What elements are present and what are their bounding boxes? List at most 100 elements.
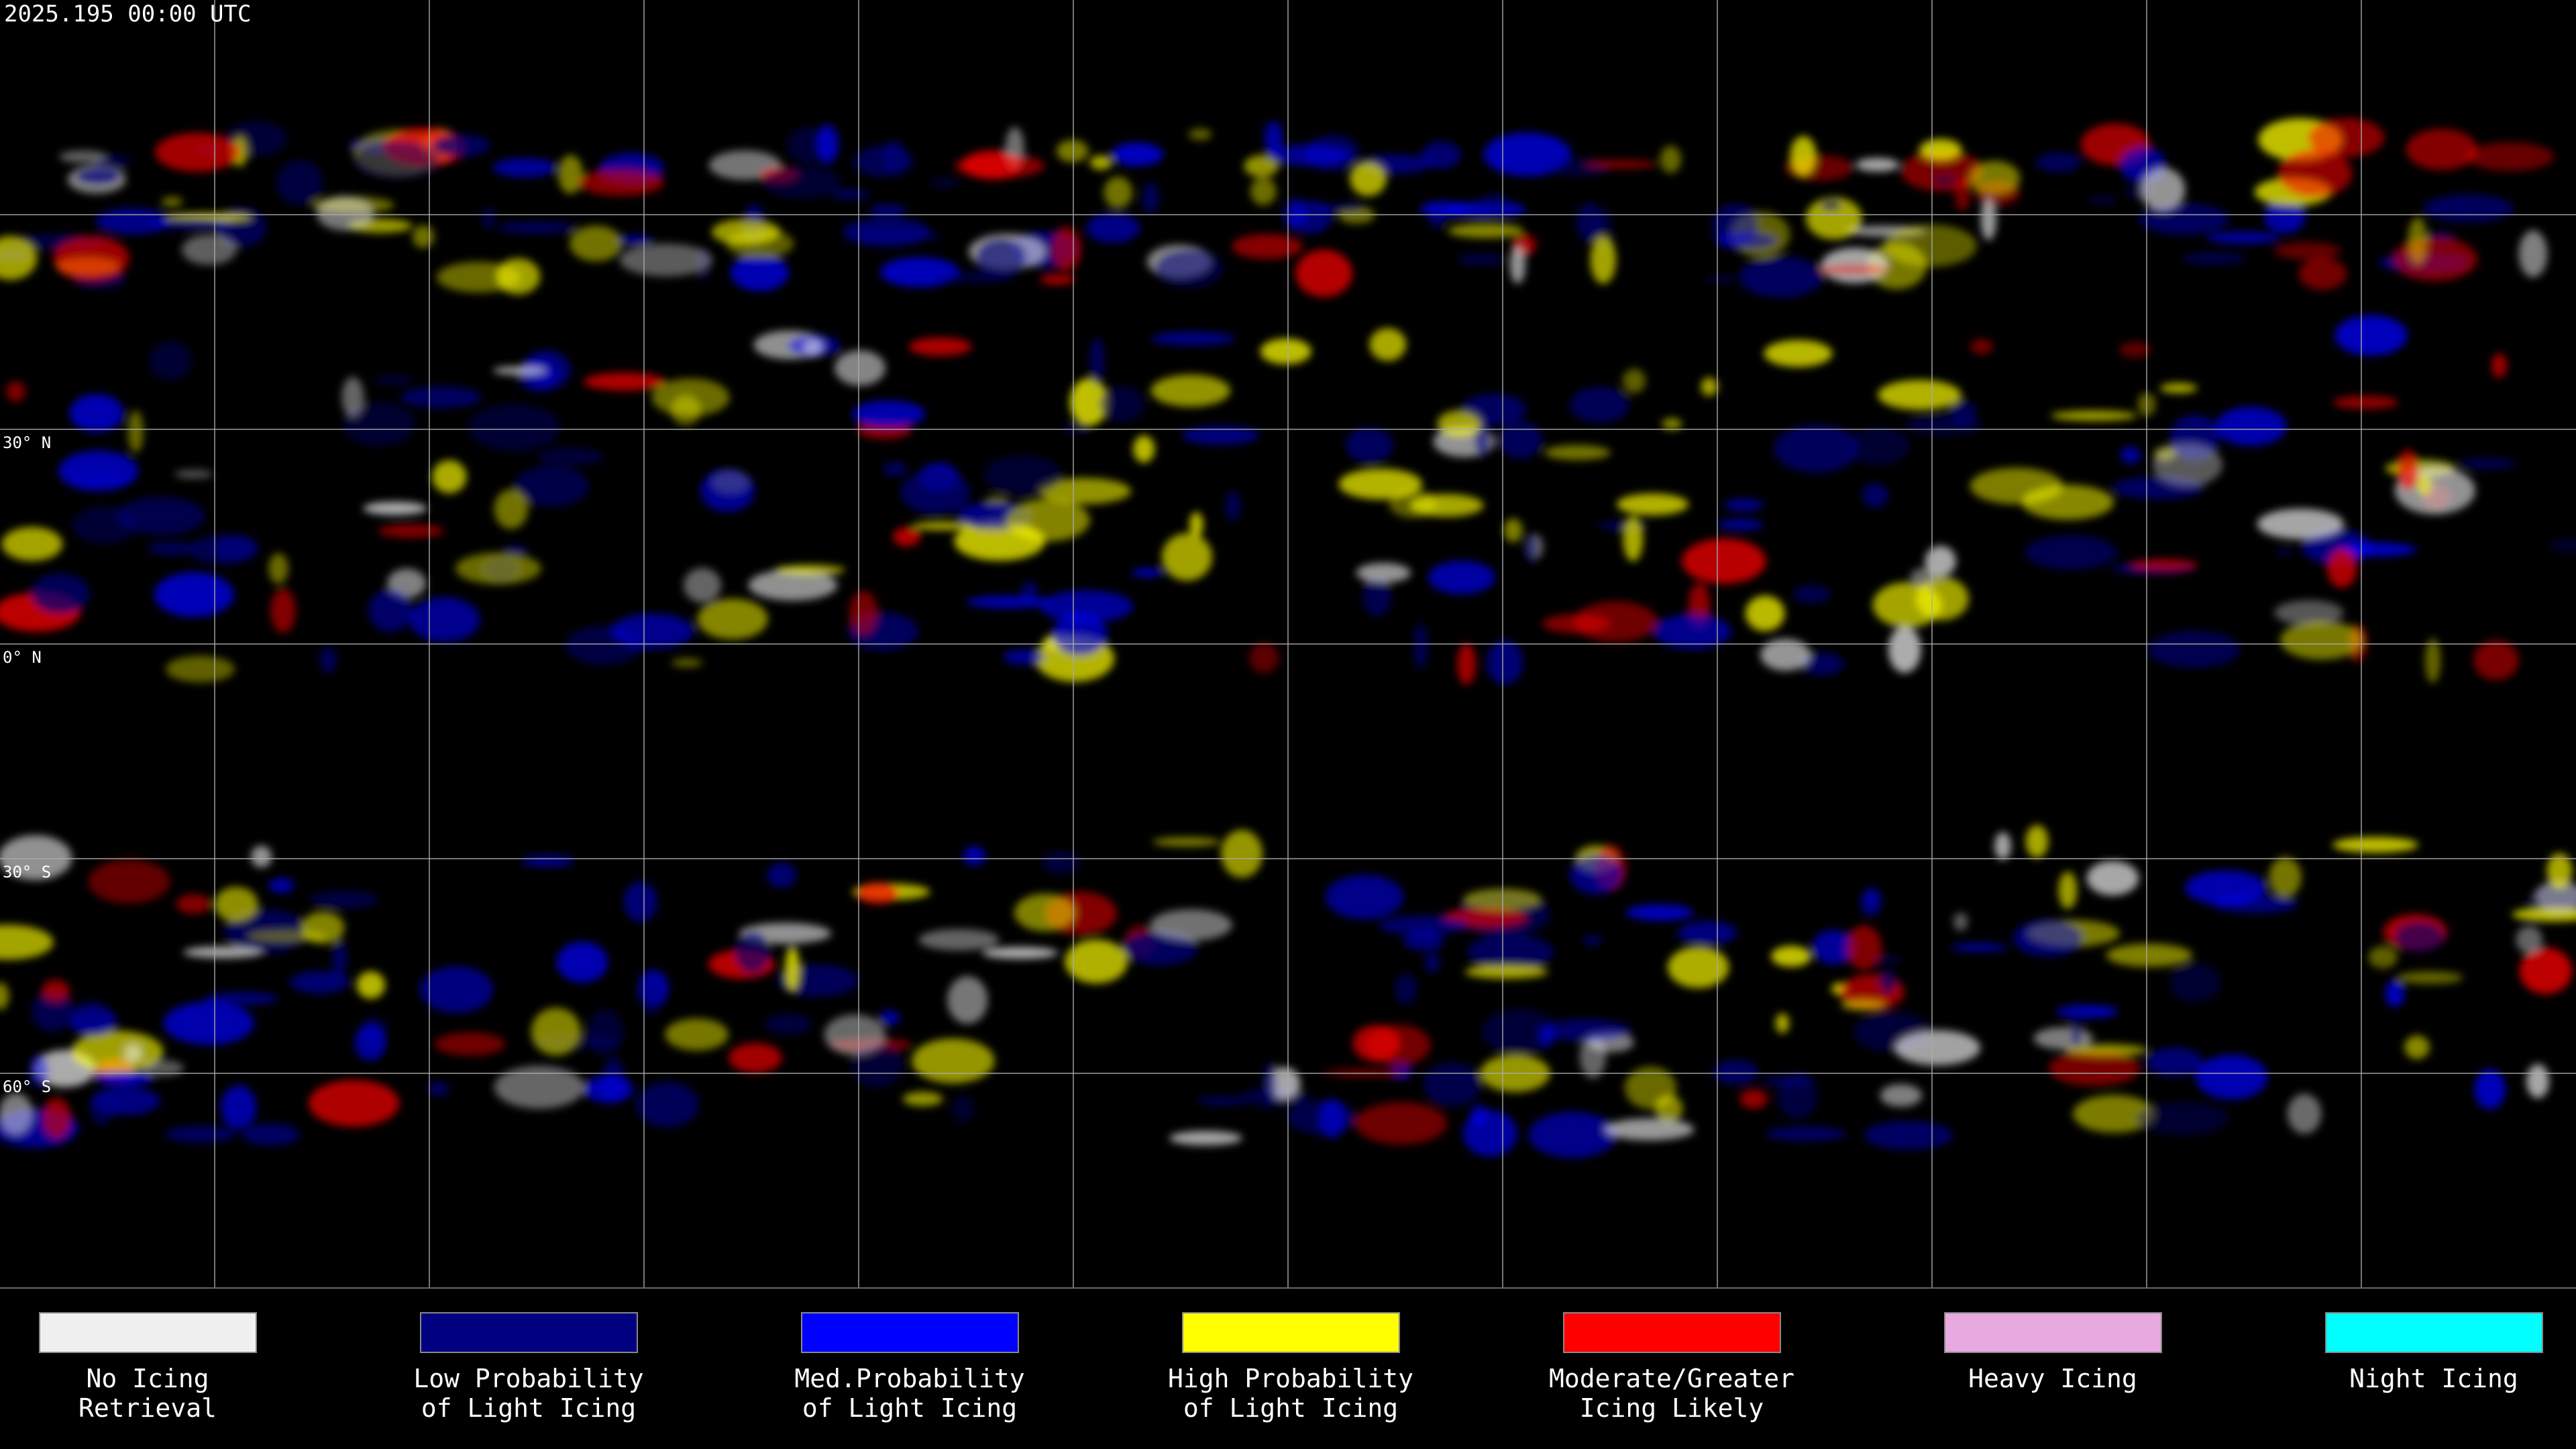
cloud-blob xyxy=(1104,176,1132,209)
cloud-blob xyxy=(900,470,971,515)
cloud-blob xyxy=(748,570,838,601)
cloud-blob xyxy=(774,565,845,576)
cloud-blob xyxy=(2287,1093,2322,1134)
cloud-blob xyxy=(2269,857,2302,898)
cloud-blob xyxy=(494,1065,585,1109)
legend-label: of Light Icing xyxy=(1183,1393,1398,1423)
cloud-blob xyxy=(1152,837,1221,847)
cloud-blob xyxy=(1880,1084,1922,1107)
cloud-blob xyxy=(1319,1098,1346,1138)
cloud-blob xyxy=(785,946,800,992)
legend-label: Retrieval xyxy=(78,1393,217,1423)
cloud-blob xyxy=(1856,158,1900,172)
cloud-blob xyxy=(2058,871,2078,909)
cloud-blob xyxy=(1056,140,1089,163)
cloud-blob xyxy=(2089,195,2116,205)
cloud-blob xyxy=(74,167,121,186)
cloud-blob xyxy=(2326,547,2357,588)
cloud-blob xyxy=(835,350,885,386)
cloud-blob xyxy=(0,924,54,960)
cloud-blob xyxy=(2416,476,2432,496)
cloud-blob xyxy=(2025,824,2049,858)
cloud-blob xyxy=(1980,197,1996,241)
cloud-blob xyxy=(2056,1005,2118,1018)
cloud-blob xyxy=(1677,920,1737,945)
cloud-blob xyxy=(2466,142,2555,171)
cloud-blob xyxy=(29,1054,49,1087)
latitude-label: 30° N xyxy=(3,433,51,452)
cloud-blob xyxy=(1625,904,1694,921)
cloud-blob xyxy=(1523,533,1539,564)
cloud-blob xyxy=(1862,483,1888,508)
latitude-label: 0° N xyxy=(3,648,42,667)
cloud-blob xyxy=(803,338,822,358)
cloud-blob xyxy=(1713,1059,1759,1085)
cloud-blob xyxy=(570,225,623,262)
cloud-blob xyxy=(869,205,907,217)
cloud-blob xyxy=(2024,535,2118,570)
cloud-blob xyxy=(1954,178,1971,211)
legend-swatch xyxy=(1944,1312,2162,1353)
cloud-blob xyxy=(880,257,959,288)
cloud-blob xyxy=(1188,128,1212,140)
cloud-blob xyxy=(2474,1069,2506,1110)
cloud-blob xyxy=(537,447,604,466)
cloud-blob xyxy=(929,177,959,187)
cloud-blob xyxy=(1846,427,1911,466)
cloud-blob xyxy=(481,207,496,229)
cloud-blob xyxy=(1250,177,1277,206)
cloud-blob xyxy=(2519,947,2573,994)
cloud-blob xyxy=(2212,894,2298,914)
cloud-blob xyxy=(1724,498,1764,512)
cloud-blob xyxy=(1765,1126,1847,1142)
legend-swatch xyxy=(39,1312,257,1353)
cloud-blob xyxy=(1569,855,1622,895)
cloud-blob xyxy=(1487,639,1523,685)
cloud-blob xyxy=(912,1038,995,1083)
cloud-blob xyxy=(587,1009,624,1056)
cloud-blob xyxy=(1111,142,1163,166)
cloud-blob xyxy=(174,470,213,478)
cloud-blob xyxy=(1584,160,1658,169)
cloud-blob xyxy=(1021,581,1038,600)
cloud-blob xyxy=(1864,1120,1953,1150)
cloud-blob xyxy=(1244,155,1279,177)
cloud-blob xyxy=(2422,194,2514,223)
cloud-blob xyxy=(378,524,444,538)
cloud-blob xyxy=(72,506,138,544)
cloud-blob xyxy=(1458,254,1505,266)
cloud-blob xyxy=(2050,411,2137,421)
cloud-blob xyxy=(419,966,494,1013)
cloud-blob xyxy=(127,411,144,453)
cloud-blob xyxy=(70,1030,164,1073)
cloud-blob xyxy=(2012,919,2084,957)
cloud-blob xyxy=(183,946,264,959)
cloud-blob xyxy=(513,466,590,507)
cloud-blob xyxy=(1792,585,1831,604)
cloud-blob xyxy=(1356,563,1411,583)
cloud-blob xyxy=(70,1001,113,1026)
cloud-blob xyxy=(1933,174,1956,186)
cloud-blob xyxy=(1403,930,1444,951)
cloud-blob xyxy=(2274,600,2344,625)
cloud-blob xyxy=(954,154,1045,178)
cloud-blob xyxy=(341,376,364,417)
cloud-blob xyxy=(671,658,703,667)
cloud-blob xyxy=(241,1123,301,1146)
cloud-blob xyxy=(1714,231,1778,250)
cloud-blob xyxy=(2065,1044,2148,1057)
cloud-blob xyxy=(912,522,974,531)
cloud-blob xyxy=(2368,946,2398,969)
cloud-blob xyxy=(2120,446,2141,464)
cloud-blob xyxy=(1169,1130,1242,1146)
cloud-blob xyxy=(354,1024,386,1061)
cloud-blob xyxy=(983,455,1062,496)
cloud-blob xyxy=(503,545,528,555)
cloud-blob xyxy=(432,460,467,494)
cloud-blob xyxy=(497,221,577,234)
cloud-blob xyxy=(492,366,547,375)
cloud-blob xyxy=(1604,1118,1695,1140)
cloud-blob xyxy=(1790,136,1817,177)
cloud-blob xyxy=(531,1008,581,1056)
